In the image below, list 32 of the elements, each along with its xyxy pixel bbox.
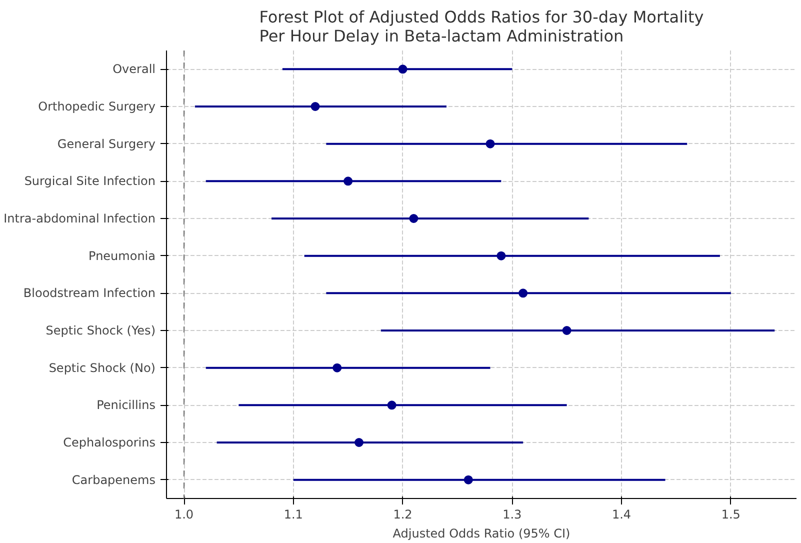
point xyxy=(562,326,572,335)
point xyxy=(332,363,342,372)
y-tick-label: Cephalosporins xyxy=(63,436,156,450)
point xyxy=(486,139,495,148)
y-tick-label: Intra-abdominal Infection xyxy=(4,212,156,226)
y-tick-label: Carbapenems xyxy=(72,472,156,487)
x-tick-label: 1.1 xyxy=(284,508,303,522)
point xyxy=(398,64,408,74)
x-axis-title: Adjusted Odds Ratio (95% CI) xyxy=(392,526,570,540)
y-tick-label: Orthopedic Surgery xyxy=(38,100,156,114)
y-tick-label: General Surgery xyxy=(57,136,156,151)
point xyxy=(310,102,320,111)
y-tick-label: Pneumonia xyxy=(88,248,156,263)
y-tick-label: Surgical Site Infection xyxy=(24,174,156,188)
x-tick-label: 1.0 xyxy=(174,508,194,522)
y-tick-label: Overall xyxy=(112,62,156,76)
point xyxy=(409,214,418,223)
point xyxy=(518,288,528,298)
x-tick-label: 1.4 xyxy=(612,508,632,522)
point xyxy=(387,400,396,410)
y-tick-label: Septic Shock (Yes) xyxy=(46,324,156,338)
y-tick-label: Penicillins xyxy=(96,398,156,412)
point xyxy=(344,176,353,186)
point xyxy=(354,438,364,447)
point xyxy=(496,251,506,260)
y-tick-label: Septic Shock (No) xyxy=(48,360,156,375)
point xyxy=(464,475,473,484)
x-tick-label: 1.3 xyxy=(502,508,522,522)
y-tick-label: Bloodstream Infection xyxy=(23,286,156,300)
x-tick-label: 1.5 xyxy=(721,508,740,522)
x-tick-label: 1.2 xyxy=(393,508,412,522)
chart-title: Forest Plot of Adjusted Odds Ratios for 30-day Mortality Per Hour Delay in Beta-lactam Administration xyxy=(259,8,704,46)
